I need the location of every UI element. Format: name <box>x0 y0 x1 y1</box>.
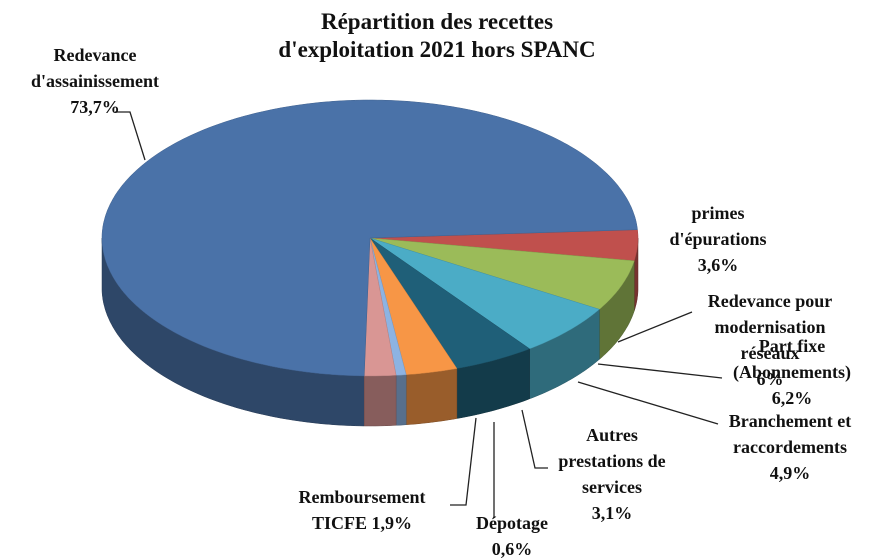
slice <box>369 229 639 262</box>
slice <box>369 237 600 350</box>
value-label: 1,9% <box>371 513 413 533</box>
slice-label: Autres prestations de services 3,1% <box>542 422 682 526</box>
value-label: 6% <box>756 369 784 389</box>
leader-line <box>115 111 146 161</box>
category-label: Redevance d'assainissement <box>30 45 160 91</box>
category-label: Remboursement TICFE <box>298 487 426 533</box>
value-label: 73,7% <box>70 97 120 117</box>
leader-line <box>521 409 548 469</box>
category-label: Autres prestations de services <box>558 425 666 497</box>
category-label: primes d'épurations <box>669 203 767 249</box>
category-label: Branchement et raccordements <box>728 411 852 457</box>
slice-side <box>405 368 458 425</box>
slice-label: Redevance pour modernisation réseaux 6% <box>685 288 855 392</box>
value-label: 6,2% <box>771 388 813 408</box>
slice-label: primes d'épurations 3,6% <box>648 200 788 278</box>
slice <box>369 237 531 369</box>
slice <box>101 99 638 377</box>
slice-label: Dépotage 0,6% <box>452 510 572 558</box>
slice-side <box>395 374 407 426</box>
leader-line <box>597 363 723 379</box>
value-label: 3,1% <box>591 503 633 523</box>
value-label: 0,6% <box>491 539 533 558</box>
category-label: Redevance pour modernisation réseaux <box>707 291 833 363</box>
value-label: 3,6% <box>697 255 739 275</box>
leader-line <box>617 311 693 343</box>
slice-label: Branchement et raccordements 4,9% <box>705 408 874 486</box>
slice <box>363 237 397 377</box>
category-label: Part fixe (Abonnements) <box>732 336 851 382</box>
pie <box>101 99 639 427</box>
leader-line <box>577 381 719 425</box>
slice-side <box>363 375 397 427</box>
value-label: 4,9% <box>769 463 811 483</box>
leader-line <box>450 417 477 506</box>
slice <box>369 237 635 310</box>
slice-label: Remboursement TICFE 1,9% <box>277 484 447 536</box>
chart-title: Répartition des recettes d'exploitation … <box>278 9 596 62</box>
slice-label: Redevance d'assainissement 73,7% <box>5 42 185 120</box>
slice <box>369 237 458 375</box>
category-label: Dépotage <box>476 513 548 533</box>
slice-label: Part fixe (Abonnements) 6,2% <box>712 333 872 411</box>
